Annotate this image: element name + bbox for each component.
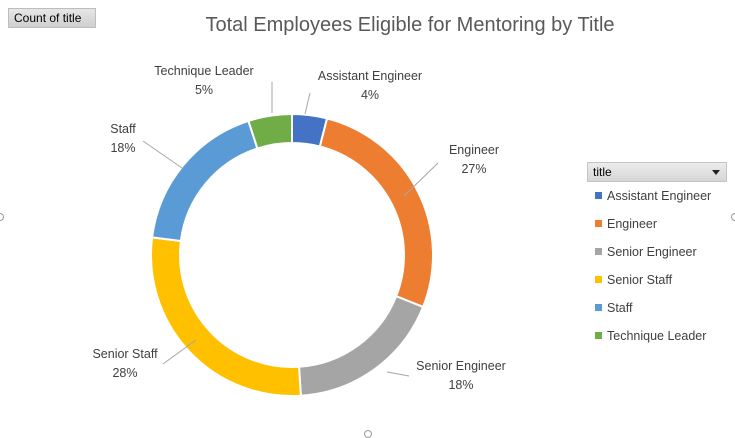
data-label-value-technique-leader: 5% — [195, 83, 213, 97]
data-label-value-senior-staff: 28% — [112, 366, 137, 380]
legend-swatch — [595, 276, 602, 283]
legend-item-senior-staff[interactable]: Senior Staff — [595, 270, 711, 298]
resize-handle-right[interactable] — [731, 213, 735, 221]
legend-filter-label: title — [593, 165, 612, 179]
resize-handle-bottom[interactable] — [364, 430, 372, 438]
slice-technique-leader[interactable] — [248, 114, 292, 148]
legend-label: Technique Leader — [607, 329, 706, 343]
data-label-category-senior-engineer: Senior Engineer — [416, 359, 506, 373]
leader-line-assistant-engineer — [305, 93, 310, 114]
legend-swatch — [595, 304, 602, 311]
leader-line-staff — [143, 141, 182, 168]
legend-label: Senior Engineer — [607, 245, 697, 259]
data-label-category-technique-leader: Technique Leader — [154, 64, 253, 78]
data-label-category-assistant-engineer: Assistant Engineer — [318, 69, 422, 83]
slice-senior-engineer[interactable] — [299, 296, 423, 395]
leader-line-senior-engineer — [387, 372, 409, 376]
legend-label: Assistant Engineer — [607, 189, 711, 203]
chevron-down-icon[interactable] — [712, 170, 720, 175]
data-label-value-senior-engineer: 18% — [448, 378, 473, 392]
legend-swatch — [595, 220, 602, 227]
legend-item-assistant-engineer[interactable]: Assistant Engineer — [595, 186, 711, 214]
slice-staff[interactable] — [152, 121, 257, 241]
data-label-value-assistant-engineer: 4% — [361, 88, 379, 102]
legend-label: Senior Staff — [607, 273, 672, 287]
data-label-category-staff: Staff — [110, 122, 136, 136]
data-label-value-engineer: 27% — [461, 162, 486, 176]
slice-engineer[interactable] — [320, 118, 433, 306]
legend-label: Staff — [607, 301, 632, 315]
legend-swatch — [595, 332, 602, 339]
legend: Assistant Engineer Engineer Senior Enginee… — [595, 186, 711, 354]
slice-senior-staff[interactable] — [151, 237, 301, 396]
data-label-category-senior-staff: Senior Staff — [92, 347, 158, 361]
legend-item-staff[interactable]: Staff — [595, 298, 711, 326]
legend-item-senior-engineer[interactable]: Senior Engineer — [595, 242, 711, 270]
data-label-value-staff: 18% — [110, 141, 135, 155]
legend-swatch — [595, 192, 602, 199]
legend-item-engineer[interactable]: Engineer — [595, 214, 711, 242]
legend-swatch — [595, 248, 602, 255]
legend-label: Engineer — [607, 217, 657, 231]
data-label-category-engineer: Engineer — [449, 143, 499, 157]
legend-item-technique-leader[interactable]: Technique Leader — [595, 326, 711, 354]
legend-filter-dropdown[interactable]: title — [587, 162, 727, 182]
